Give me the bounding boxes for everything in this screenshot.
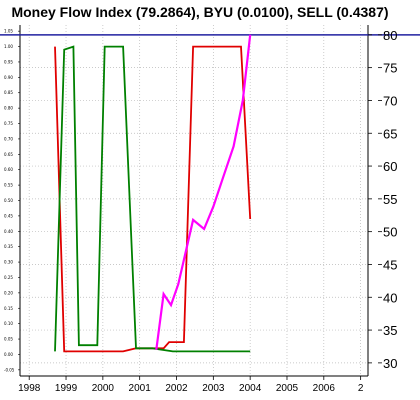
right-tick-label-8: 70 — [383, 93, 397, 108]
x-tick-label-9: 2 — [358, 383, 364, 394]
right-tick-label-10: 80 — [383, 28, 397, 43]
left-tick-label-14: 0.65 — [4, 152, 13, 157]
left-tick-label-6: 0.25 — [4, 275, 13, 280]
x-tick-label-5: 2003 — [202, 383, 225, 394]
left-tick-label-18: 0.85 — [4, 90, 13, 95]
chart-title: Money Flow Index (79.2864), BYU (0.0100)… — [11, 4, 388, 20]
right-tick-label-7: 65 — [383, 126, 397, 141]
left-tick-label-16: 0.75 — [4, 121, 13, 126]
x-tick-label-4: 2002 — [165, 383, 188, 394]
right-tick-label-1: 35 — [383, 323, 397, 338]
x-tick-label-0: 1998 — [18, 383, 41, 394]
series-line-2 — [155, 34, 252, 350]
axes — [0, 25, 420, 380]
left-tick-label-3: 0.10 — [4, 321, 13, 326]
left-tick-label-2: 0.05 — [4, 337, 13, 342]
left-tick-label-7: 0.30 — [4, 260, 13, 265]
left-tick-label-8: 0.35 — [4, 244, 13, 249]
tick-labels: -0.05 0.00 0.05 0.10 0.15 0.20 0.25 0.30 0.35 0.4… — [4, 28, 397, 394]
right-tick-label-4: 50 — [383, 225, 397, 240]
left-tick-label-19: 0.90 — [4, 75, 13, 80]
left-tick-label-5: 0.20 — [4, 290, 13, 295]
left-tick-label-10: 0.45 — [4, 213, 13, 218]
right-tick-label-0: 30 — [383, 356, 397, 371]
x-tick-label-3: 2001 — [129, 383, 152, 394]
left-tick-label-12: 0.55 — [4, 183, 13, 188]
left-tick-label-13: 0.60 — [4, 167, 13, 172]
left-tick-label-22: 1.05 — [4, 29, 13, 34]
left-tick-label-9: 0.40 — [4, 229, 13, 234]
x-tick-label-2: 2000 — [92, 383, 115, 394]
left-tick-label-11: 0.50 — [4, 198, 13, 203]
series-layer — [54, 34, 252, 353]
left-tick-label-15: 0.70 — [4, 136, 13, 141]
x-tick-label-8: 2006 — [313, 383, 336, 394]
left-tick-label-1: 0.00 — [4, 352, 13, 357]
left-tick-label-20: 0.95 — [4, 59, 13, 64]
left-tick-label-0: -0.05 — [4, 367, 15, 372]
left-tick-label-21: 1.00 — [4, 44, 13, 49]
right-tick-label-6: 60 — [383, 159, 397, 174]
x-tick-label-6: 2004 — [239, 383, 262, 394]
right-tick-label-9: 75 — [383, 61, 397, 76]
right-tick-label-2: 40 — [383, 290, 397, 305]
left-tick-label-4: 0.15 — [4, 306, 13, 311]
x-tick-label-7: 2005 — [276, 383, 299, 394]
left-tick-label-17: 0.80 — [4, 106, 13, 111]
series-line-1 — [54, 45, 251, 353]
right-tick-label-3: 45 — [383, 257, 397, 272]
right-tick-label-5: 55 — [383, 192, 397, 207]
x-tick-label-1: 1999 — [55, 383, 78, 394]
